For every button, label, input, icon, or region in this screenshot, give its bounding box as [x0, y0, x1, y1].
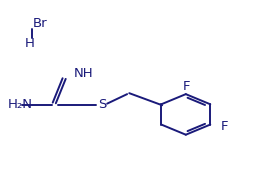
Text: Br: Br: [32, 17, 47, 30]
Text: H: H: [24, 37, 34, 50]
Text: H₂N: H₂N: [8, 98, 33, 111]
Text: S: S: [98, 98, 107, 111]
Text: F: F: [221, 120, 228, 133]
Text: NH: NH: [73, 67, 93, 80]
Text: F: F: [183, 80, 190, 93]
